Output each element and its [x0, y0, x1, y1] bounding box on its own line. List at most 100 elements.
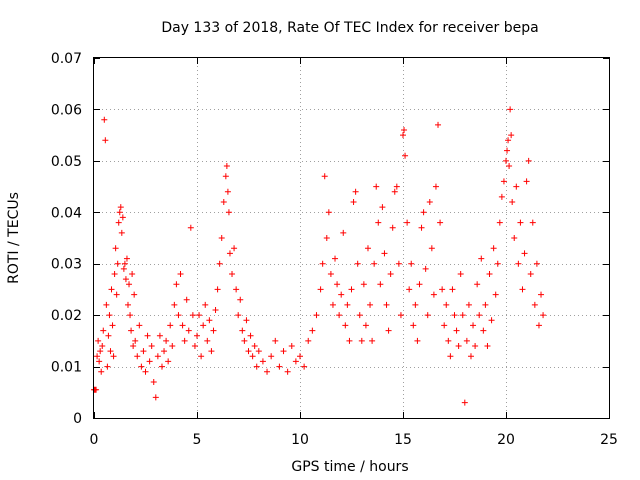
- data-point: [508, 132, 515, 139]
- data-point: [100, 327, 107, 334]
- data-point: [243, 317, 250, 324]
- data-point: [379, 204, 386, 211]
- plot-frame: [93, 57, 610, 419]
- data-point: [104, 363, 111, 370]
- data-point: [235, 312, 242, 319]
- data-point: [404, 219, 411, 226]
- data-point: [319, 260, 326, 267]
- data-point: [505, 137, 512, 144]
- data-point: [200, 322, 207, 329]
- data-point: [496, 219, 503, 226]
- data-point: [102, 137, 109, 144]
- data-point: [369, 337, 376, 344]
- data-point: [480, 327, 487, 334]
- data-point: [457, 271, 464, 277]
- data-point: [334, 281, 341, 288]
- data-point: [113, 291, 120, 298]
- data-point: [416, 281, 423, 288]
- data-point: [284, 368, 291, 375]
- data-point: [106, 312, 113, 319]
- data-point: [362, 322, 369, 329]
- data-point: [393, 183, 400, 190]
- data-point: [352, 188, 359, 195]
- data-point: [152, 394, 159, 401]
- data-point: [535, 322, 542, 329]
- data-point: [292, 358, 299, 365]
- data-point: [218, 235, 225, 241]
- data-point: [309, 327, 316, 334]
- data-point: [129, 271, 136, 277]
- data-point: [346, 337, 353, 344]
- data-point: [338, 291, 345, 298]
- data-point: [395, 260, 402, 267]
- data-point: [329, 301, 336, 308]
- data-point: [455, 343, 462, 349]
- data-point: [124, 301, 131, 308]
- data-point: [131, 291, 138, 298]
- data-point: [167, 322, 174, 329]
- data-point: [140, 348, 147, 355]
- data-point: [453, 327, 460, 334]
- data-point: [317, 286, 324, 293]
- data-point: [255, 348, 262, 355]
- data-point: [327, 271, 334, 277]
- data-point: [358, 337, 365, 344]
- data-point: [198, 353, 205, 360]
- data-point: [127, 312, 134, 319]
- x-tick-label: 25: [600, 432, 618, 448]
- y-tick-label: 0.03: [51, 257, 82, 273]
- data-point: [210, 327, 217, 334]
- data-point: [103, 301, 110, 308]
- data-point: [144, 332, 151, 339]
- data-point: [482, 301, 489, 308]
- data-point: [509, 199, 516, 205]
- data-point: [449, 286, 456, 293]
- data-point: [470, 322, 477, 329]
- data-point: [465, 301, 472, 308]
- data-point: [325, 209, 332, 216]
- data-point: [202, 301, 209, 308]
- x-tick-label: 10: [291, 432, 309, 448]
- x-tick-label: 0: [90, 432, 99, 448]
- data-point: [276, 363, 283, 370]
- data-point: [146, 358, 153, 365]
- data-point: [117, 204, 124, 211]
- data-point: [105, 332, 112, 339]
- data-point: [150, 379, 157, 385]
- data-point: [95, 337, 102, 344]
- data-point: [367, 301, 374, 308]
- data-point: [332, 255, 339, 262]
- data-point: [507, 106, 514, 113]
- data-point: [414, 337, 421, 344]
- data-point: [288, 343, 295, 349]
- data-point: [280, 348, 287, 355]
- data-point: [187, 224, 194, 231]
- data-point: [428, 245, 435, 252]
- data-point: [519, 286, 526, 293]
- data-point: [112, 245, 119, 252]
- data-point: [208, 348, 215, 355]
- x-tick-label: 5: [193, 432, 202, 448]
- data-point: [154, 353, 161, 360]
- data-point: [128, 327, 135, 334]
- data-point: [397, 312, 404, 319]
- data-point: [356, 312, 363, 319]
- data-point: [344, 301, 351, 308]
- data-point: [101, 116, 108, 123]
- data-point: [249, 353, 256, 360]
- data-point: [445, 337, 452, 344]
- data-point: [492, 291, 499, 298]
- data-point: [401, 127, 408, 133]
- data-point: [136, 322, 143, 329]
- data-point: [422, 265, 429, 272]
- data-point: [529, 219, 536, 226]
- data-point: [406, 286, 413, 293]
- grid-lines: [94, 58, 609, 418]
- data-point: [525, 157, 532, 164]
- data-point: [126, 281, 133, 288]
- data-point: [138, 363, 145, 370]
- data-point: [148, 343, 155, 349]
- data-point: [387, 271, 394, 277]
- data-point: [297, 353, 303, 360]
